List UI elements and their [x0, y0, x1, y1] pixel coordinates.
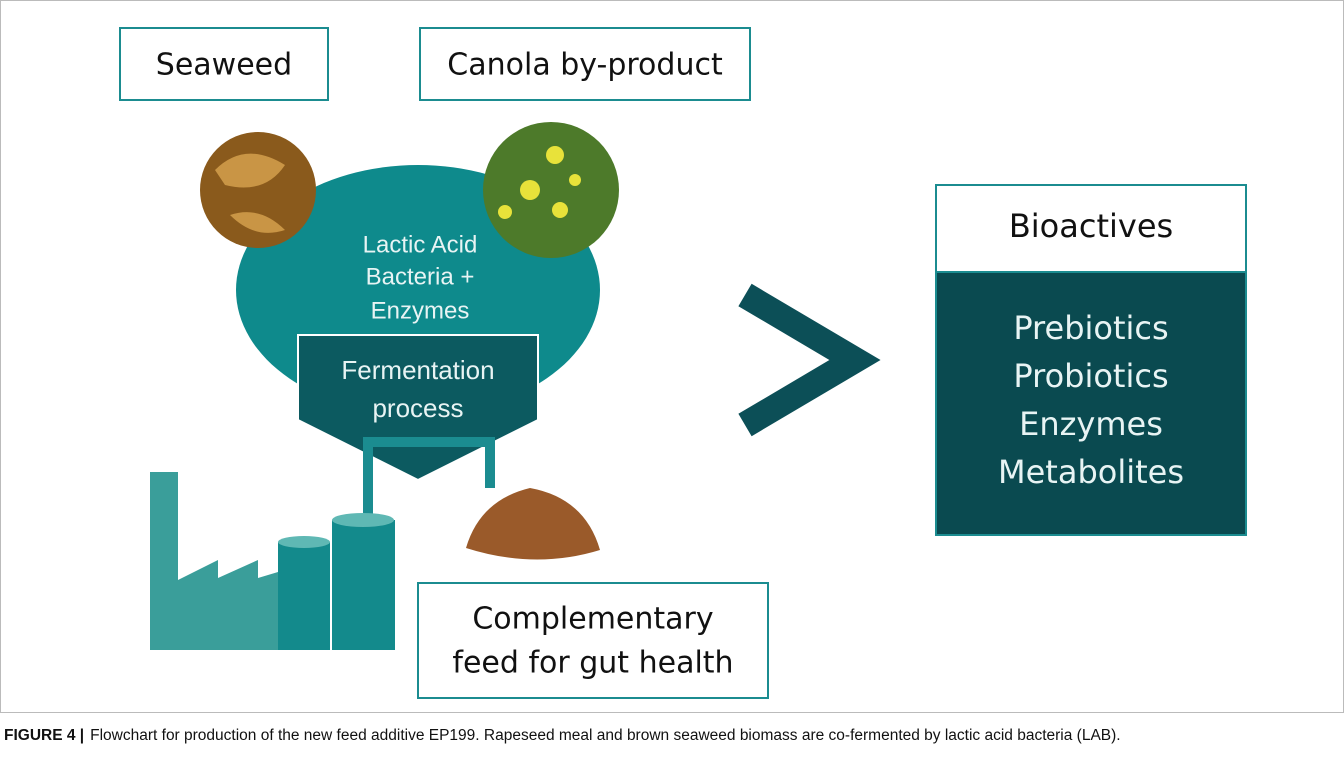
product-box: [418, 583, 768, 698]
tank: [278, 542, 330, 650]
bioactive-item: Probiotics: [1013, 357, 1168, 395]
page: Seaweed Canola by-product Lactic Acid Ba…: [0, 0, 1344, 762]
tank-top: [332, 513, 394, 527]
tank: [332, 520, 395, 650]
seaweed-label: Seaweed: [156, 48, 292, 83]
tank-top: [278, 536, 330, 548]
caption: FIGURE 4 | Flowchart for production of th…: [4, 727, 1121, 744]
product-line: feed for gut health: [452, 646, 733, 681]
mix-line: Enzymes: [371, 297, 470, 324]
canola-label: Canola by-product: [447, 48, 723, 83]
bioactive-item: Prebiotics: [1013, 309, 1168, 347]
mix-line: Bacteria +: [366, 263, 475, 290]
mix-line: Lactic Acid: [363, 231, 478, 258]
bioactive-item: Enzymes: [1019, 405, 1163, 443]
bioactives-title: Bioactives: [1009, 207, 1173, 245]
canola-photo: [483, 122, 619, 258]
caption-text: Flowchart for production of the new feed…: [90, 727, 1120, 744]
process-line: process: [372, 393, 463, 423]
product-line: Complementary: [472, 602, 713, 637]
bioactive-item: Metabolites: [998, 453, 1184, 491]
figure: Seaweed Canola by-product Lactic Acid Ba…: [0, 0, 1344, 762]
process-line: Fermentation: [341, 355, 494, 385]
caption-label: FIGURE 4 |: [4, 727, 84, 744]
